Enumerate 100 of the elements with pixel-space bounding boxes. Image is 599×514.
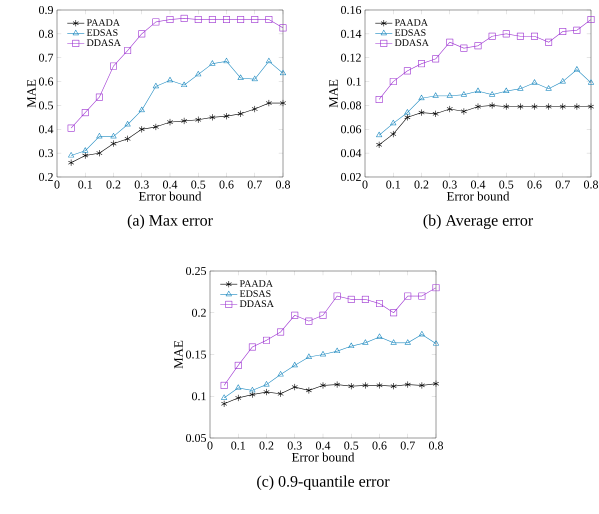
point — [280, 70, 286, 76]
point — [489, 91, 496, 97]
y-axis-title: MAE — [27, 80, 36, 108]
point — [238, 74, 244, 80]
point — [138, 106, 145, 112]
point — [110, 140, 117, 148]
y-tick-label: 0.2 — [192, 308, 206, 317]
x-tick-label: 0.7 — [400, 442, 415, 450]
y-tick-label: 0.12 — [341, 54, 361, 62]
x-tick-label: 0.3 — [134, 180, 149, 189]
y-tick-label: 0.02 — [341, 172, 361, 182]
point — [503, 88, 510, 94]
point — [266, 58, 272, 64]
point — [251, 16, 258, 24]
legend-label: PAADA — [240, 280, 273, 287]
x-tick-label: 0.8 — [428, 442, 444, 450]
x-tick-label: 0.3 — [288, 442, 302, 450]
point — [390, 339, 397, 345]
point — [265, 16, 272, 24]
point — [404, 109, 410, 114]
point — [110, 62, 117, 70]
point — [573, 26, 580, 34]
point — [249, 391, 256, 398]
point — [418, 109, 425, 116]
point — [235, 384, 242, 390]
point — [404, 381, 411, 388]
point — [68, 159, 74, 166]
point — [234, 362, 242, 369]
point — [238, 110, 244, 118]
point — [110, 132, 117, 138]
point — [166, 118, 174, 126]
point — [489, 102, 496, 109]
y-tick-label: 0.08 — [341, 101, 362, 110]
y-tick-label: 0.1 — [346, 78, 361, 86]
point — [390, 309, 398, 316]
point — [474, 103, 482, 110]
point — [263, 336, 270, 344]
y-tick-label: 0.16 — [341, 6, 362, 14]
x-tick-label: 0.8 — [276, 180, 290, 189]
x-tick-label: 0 — [54, 180, 60, 189]
point — [348, 296, 355, 303]
point — [138, 126, 145, 133]
y-axis-title: MAE — [329, 80, 338, 108]
point — [390, 382, 397, 390]
point — [516, 32, 524, 40]
y-axis-title: MAE — [174, 340, 183, 369]
y-tick-label: 0.3 — [38, 149, 54, 158]
point — [68, 152, 74, 158]
point — [588, 103, 594, 110]
point — [291, 312, 298, 319]
point — [124, 121, 131, 126]
point — [223, 58, 230, 64]
point — [248, 343, 256, 350]
point — [418, 382, 425, 389]
point — [418, 60, 425, 68]
legend-label: PAADA — [394, 19, 428, 26]
point — [348, 382, 354, 390]
point — [334, 381, 340, 388]
x-tick-label: 0 — [207, 442, 213, 450]
y-tick-label: 0.2 — [38, 172, 53, 182]
point — [376, 333, 383, 339]
point — [124, 47, 132, 54]
point — [546, 103, 552, 110]
x-tick-label: 0.4 — [316, 442, 330, 450]
y-tick-label: 0.6 — [38, 78, 54, 86]
point — [221, 400, 228, 408]
point — [82, 147, 88, 153]
x-tick-label: 0.6 — [219, 180, 234, 189]
point — [432, 110, 439, 118]
point — [252, 76, 258, 82]
point — [404, 339, 411, 345]
x-tick-label: 0.6 — [372, 442, 387, 450]
point — [488, 32, 496, 40]
point — [517, 103, 524, 110]
point — [334, 292, 341, 300]
text: (a) Max error — [128, 214, 213, 229]
point — [237, 16, 244, 24]
point — [320, 312, 326, 319]
legend-label: EDSAS — [86, 29, 118, 36]
point — [362, 382, 368, 389]
x-tick-label: 0.1 — [78, 180, 92, 189]
point — [166, 76, 174, 82]
point — [390, 78, 397, 86]
point — [404, 67, 411, 74]
x-tick-label: 0.2 — [106, 180, 120, 189]
point — [320, 382, 326, 389]
point — [96, 94, 103, 101]
point — [181, 82, 188, 88]
y-tick-label: 0.14 — [341, 30, 362, 38]
point — [124, 135, 131, 142]
point — [560, 78, 566, 84]
point — [574, 66, 580, 72]
point — [376, 96, 383, 103]
point — [82, 109, 89, 116]
text: (b) Average error — [424, 214, 534, 230]
point — [348, 342, 354, 348]
point — [166, 16, 174, 24]
point — [418, 330, 425, 336]
point — [152, 123, 159, 130]
point — [209, 114, 216, 121]
